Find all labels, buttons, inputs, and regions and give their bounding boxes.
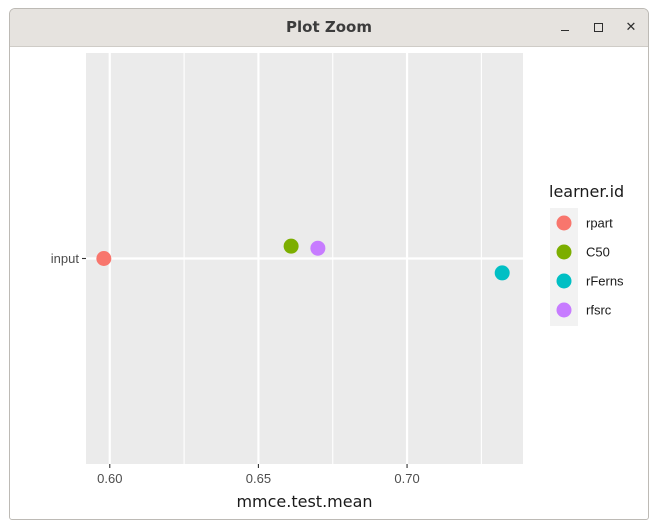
legend-label-rferns: rFerns [586, 274, 624, 289]
legend: learner.id rpart C50 rFerns rfsrc [549, 182, 624, 326]
data-point-rpart [96, 251, 112, 266]
minimize-icon [561, 29, 569, 32]
y-axis: input [51, 251, 86, 266]
close-button[interactable]: ✕ [620, 17, 642, 39]
x-axis-title: mmce.test.mean [236, 492, 372, 511]
legend-title: learner.id [549, 182, 624, 201]
grid-lines [86, 53, 523, 464]
data-point-rfsrc [310, 240, 326, 256]
legend-key-rfsrc [556, 302, 572, 318]
close-icon: ✕ [625, 20, 637, 35]
x-tick-label: 0.70 [394, 471, 419, 486]
legend-key-rpart [556, 215, 572, 231]
legend-label-c50: C50 [586, 245, 610, 260]
title-bar[interactable]: Plot Zoom ✕ [10, 9, 648, 47]
x-tick-label: 0.60 [97, 471, 122, 486]
data-points [96, 238, 510, 281]
x-tick-label: 0.65 [246, 471, 271, 486]
data-point-rferns [494, 265, 510, 281]
x-axis: 0.60 0.65 0.70 [97, 464, 420, 486]
window-title: Plot Zoom [286, 18, 372, 36]
data-point-c50 [283, 238, 299, 254]
legend-label-rpart: rpart [586, 216, 613, 231]
legend-label-rfsrc: rfsrc [586, 303, 612, 318]
legend-key-rferns [556, 273, 572, 289]
plot-zoom-window: Plot Zoom ✕ 0.60 0.65 0.70 input mmce.test… [9, 8, 649, 520]
scatter-plot: 0.60 0.65 0.70 input mmce.test.mean learne… [51, 53, 624, 511]
minimize-button[interactable] [554, 17, 576, 39]
maximize-icon [593, 23, 603, 32]
maximize-button[interactable] [587, 17, 609, 39]
y-tick-label: input [51, 251, 80, 266]
legend-key-c50 [556, 244, 572, 260]
